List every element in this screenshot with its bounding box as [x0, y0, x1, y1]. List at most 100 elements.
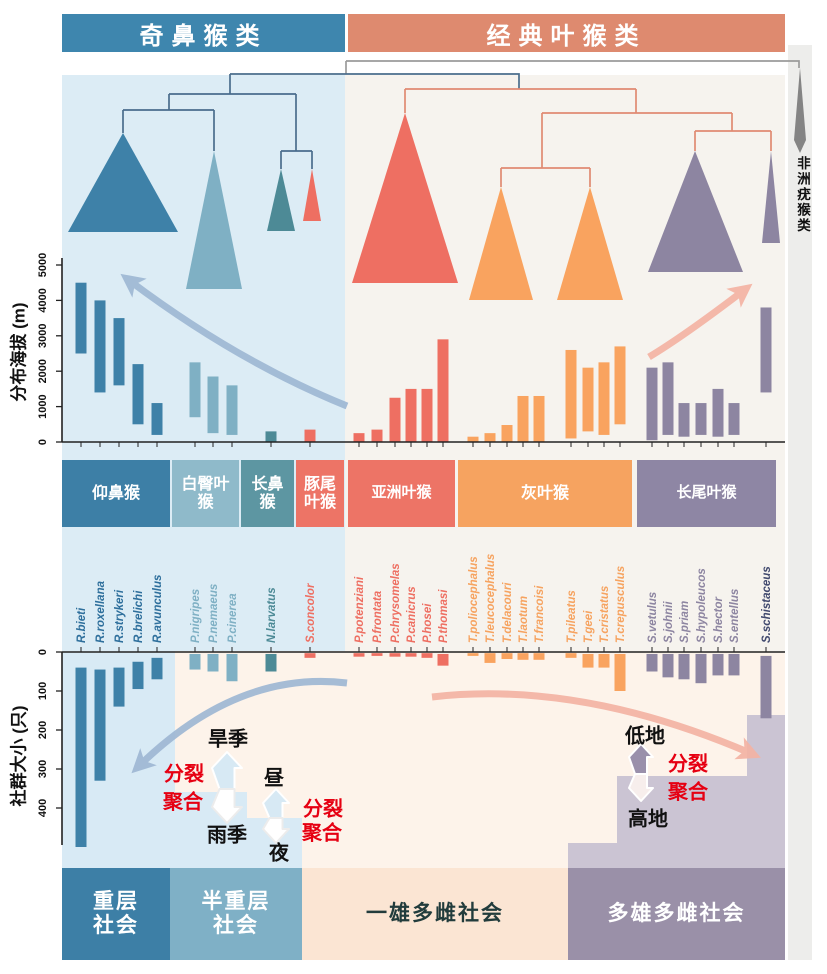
elevation-bar-P.canicrus: [405, 388, 417, 442]
species-label-P.nigripes: P.nigripes: [190, 589, 202, 643]
elevation-bar-S.schistaceus: [760, 307, 772, 393]
group-size-bar-R.strykeri: [113, 667, 125, 707]
elevation-bar-T.francoisi: [533, 395, 545, 442]
group-size-bar-R.avunculus: [151, 657, 163, 680]
social-band-layered-society: 重层 社会: [62, 868, 170, 960]
group-size-trend-arrow-colobines: [431, 690, 761, 760]
group-size-bar-T.laotum: [517, 653, 529, 660]
group-size-bar-S.entellus: [728, 653, 740, 676]
species-label-T.francoisi: T.francoisi: [534, 585, 546, 643]
merge-arrow-down-seasonal: [211, 788, 243, 824]
clade-header-odd-nosed: 奇鼻猴类: [62, 14, 345, 52]
social-band-multi-male-multi-female-society-label: 多雄多雌社会: [607, 901, 746, 925]
social-band-semi-layered-society: 半重层 社会: [170, 868, 302, 960]
genus-band-semnopithecus: 长尾叶猴: [637, 460, 776, 527]
clade-rhinopithecus: [68, 133, 178, 232]
elevation-bar-S.johnii: [662, 362, 674, 435]
group-size-bar-T.cristatus: [598, 653, 610, 668]
species-label-T.pileatus: T.pileatus: [566, 590, 578, 643]
elevation-bar-N.larvatus: [265, 431, 277, 442]
social-band-multi-male-multi-female-society: 多雄多雌社会: [568, 868, 785, 960]
merge-arrow-down-diurnal: [262, 817, 290, 844]
genus-band-trachypithecus-label: 灰叶猴: [520, 484, 569, 502]
annotation-merge-diurnal: 聚合: [302, 822, 342, 845]
genus-band-simias: 豚尾 叶猴: [296, 460, 344, 527]
species-label-R.bieti: R.bieti: [76, 607, 88, 643]
annotation-night: 夜: [269, 842, 289, 865]
elevation-bar-P.nigripes: [189, 362, 201, 418]
genus-band-presbytis: 亚洲叶猴: [348, 460, 455, 527]
elevation-bar-P.potenziani: [353, 433, 365, 442]
species-label-S.vetulus: S.vetulus: [647, 592, 659, 643]
step-purple-3: [747, 715, 785, 868]
group-size-bar-R.brelichi: [132, 661, 144, 690]
elevation-bar-T.geei: [582, 367, 594, 432]
elevation-trend-arrow-colobines: [647, 283, 753, 361]
clade-african-colobines: [794, 68, 806, 153]
group-size-bar-T.leucocephalus: [484, 653, 496, 663]
species-label-S.concolor: S.concolor: [305, 583, 317, 643]
annotation-split-altitudinal: 分裂: [668, 753, 708, 776]
group-size-axis-title: 社群大小 (只): [9, 705, 29, 807]
elevation-axis-title: 分布海拔 (m): [9, 302, 29, 402]
clade-semnopithecus-schistaceus: [762, 151, 780, 243]
annotation-day: 昼: [264, 767, 284, 790]
species-label-T.geei: T.geei: [583, 610, 595, 643]
group-size-bar-R.bieti: [75, 667, 87, 847]
clade-nasalis: [267, 169, 295, 231]
species-label-S.hypoleucos: S.hypoleucos: [696, 568, 708, 643]
elevation-trend-arrow-odd-nosed: [120, 273, 349, 410]
elevation-bar-R.roxellana: [94, 300, 106, 393]
group-size-bar-S.johnii: [662, 653, 674, 678]
tree-branch-2: [230, 73, 520, 89]
clade-semnopithecus: [648, 151, 743, 272]
annotation-split-seasonal: 分裂: [164, 763, 204, 786]
group-size-bar-T.poliocephalus: [467, 653, 479, 656]
elevation-bar-S.priam: [678, 403, 690, 437]
genus-band-nasalis: 长鼻猴: [241, 460, 294, 527]
elevation-bar-T.poliocephalus: [467, 436, 479, 442]
group-size-bar-T.francoisi: [533, 653, 545, 660]
group-size-bar-S.schistaceus: [760, 655, 772, 719]
genus-band-pygathrix-label: 白臀叶: [181, 475, 230, 493]
annotation-rainy-season: 雨季: [207, 824, 247, 847]
elevation-bar-P.nemaeus: [207, 376, 219, 434]
elevation-bar-S.hypoleucos: [695, 403, 707, 435]
group-size-bar-P.frontata: [371, 653, 383, 656]
elevation-bar-R.brelichi: [132, 364, 144, 425]
group-size-trend-arrow-odd-nosed: [131, 677, 348, 774]
genus-band-pygathrix-label: 猴: [197, 493, 214, 511]
clade-header-classic-colobines: 经典叶猴类: [348, 14, 785, 52]
group-size-bar-S.concolor: [304, 653, 316, 658]
species-label-R.strykeri: R.strykeri: [114, 589, 126, 643]
elevation-bar-T.laotum: [517, 395, 529, 442]
panel-outgroup-strip: [788, 45, 812, 960]
elevation-tick-label-2000: 2000: [37, 359, 49, 383]
group-size-bar-P.canicrus: [405, 653, 417, 657]
elevation-bar-P.cinerea: [226, 385, 238, 435]
social-band-semi-layered-society-label: 社会: [213, 914, 259, 937]
genus-band-pygathrix: 白臀叶猴: [172, 460, 239, 527]
social-band-one-male-multi-female-society-label: 一雄多雌社会: [366, 901, 504, 925]
genus-band-rhinopithecus-label: 仰鼻猴: [91, 484, 140, 502]
clade-pygathrix: [186, 151, 242, 289]
species-label-T.leucocephalus: T.leucocephalus: [485, 554, 497, 643]
genus-band-simias-label: 叶猴: [303, 493, 336, 511]
group-size-bar-P.nemaeus: [207, 653, 219, 672]
elevation-tick-label-5000: 5000: [37, 253, 49, 277]
species-label-R.roxellana: R.roxellana: [95, 580, 107, 643]
species-label-S.entellus: S.entellus: [729, 589, 741, 643]
elevation-bar-S.concolor: [304, 429, 316, 442]
species-label-P.frontata: P.frontata: [372, 590, 384, 643]
genus-band-nasalis-label: 长鼻: [251, 475, 284, 493]
species-label-T.crepusculus: T.crepusculus: [615, 566, 627, 643]
species-label-T.cristatus: T.cristatus: [599, 586, 611, 643]
species-label-R.avunculus: R.avunculus: [152, 575, 164, 643]
group-size-bar-P.cinerea: [226, 653, 238, 682]
annotation-dry-season: 旱季: [208, 728, 248, 751]
elevation-bar-T.delacouri: [501, 425, 513, 442]
clade-presbytis: [352, 113, 458, 283]
annotation-merge-seasonal: 聚合: [163, 791, 203, 814]
